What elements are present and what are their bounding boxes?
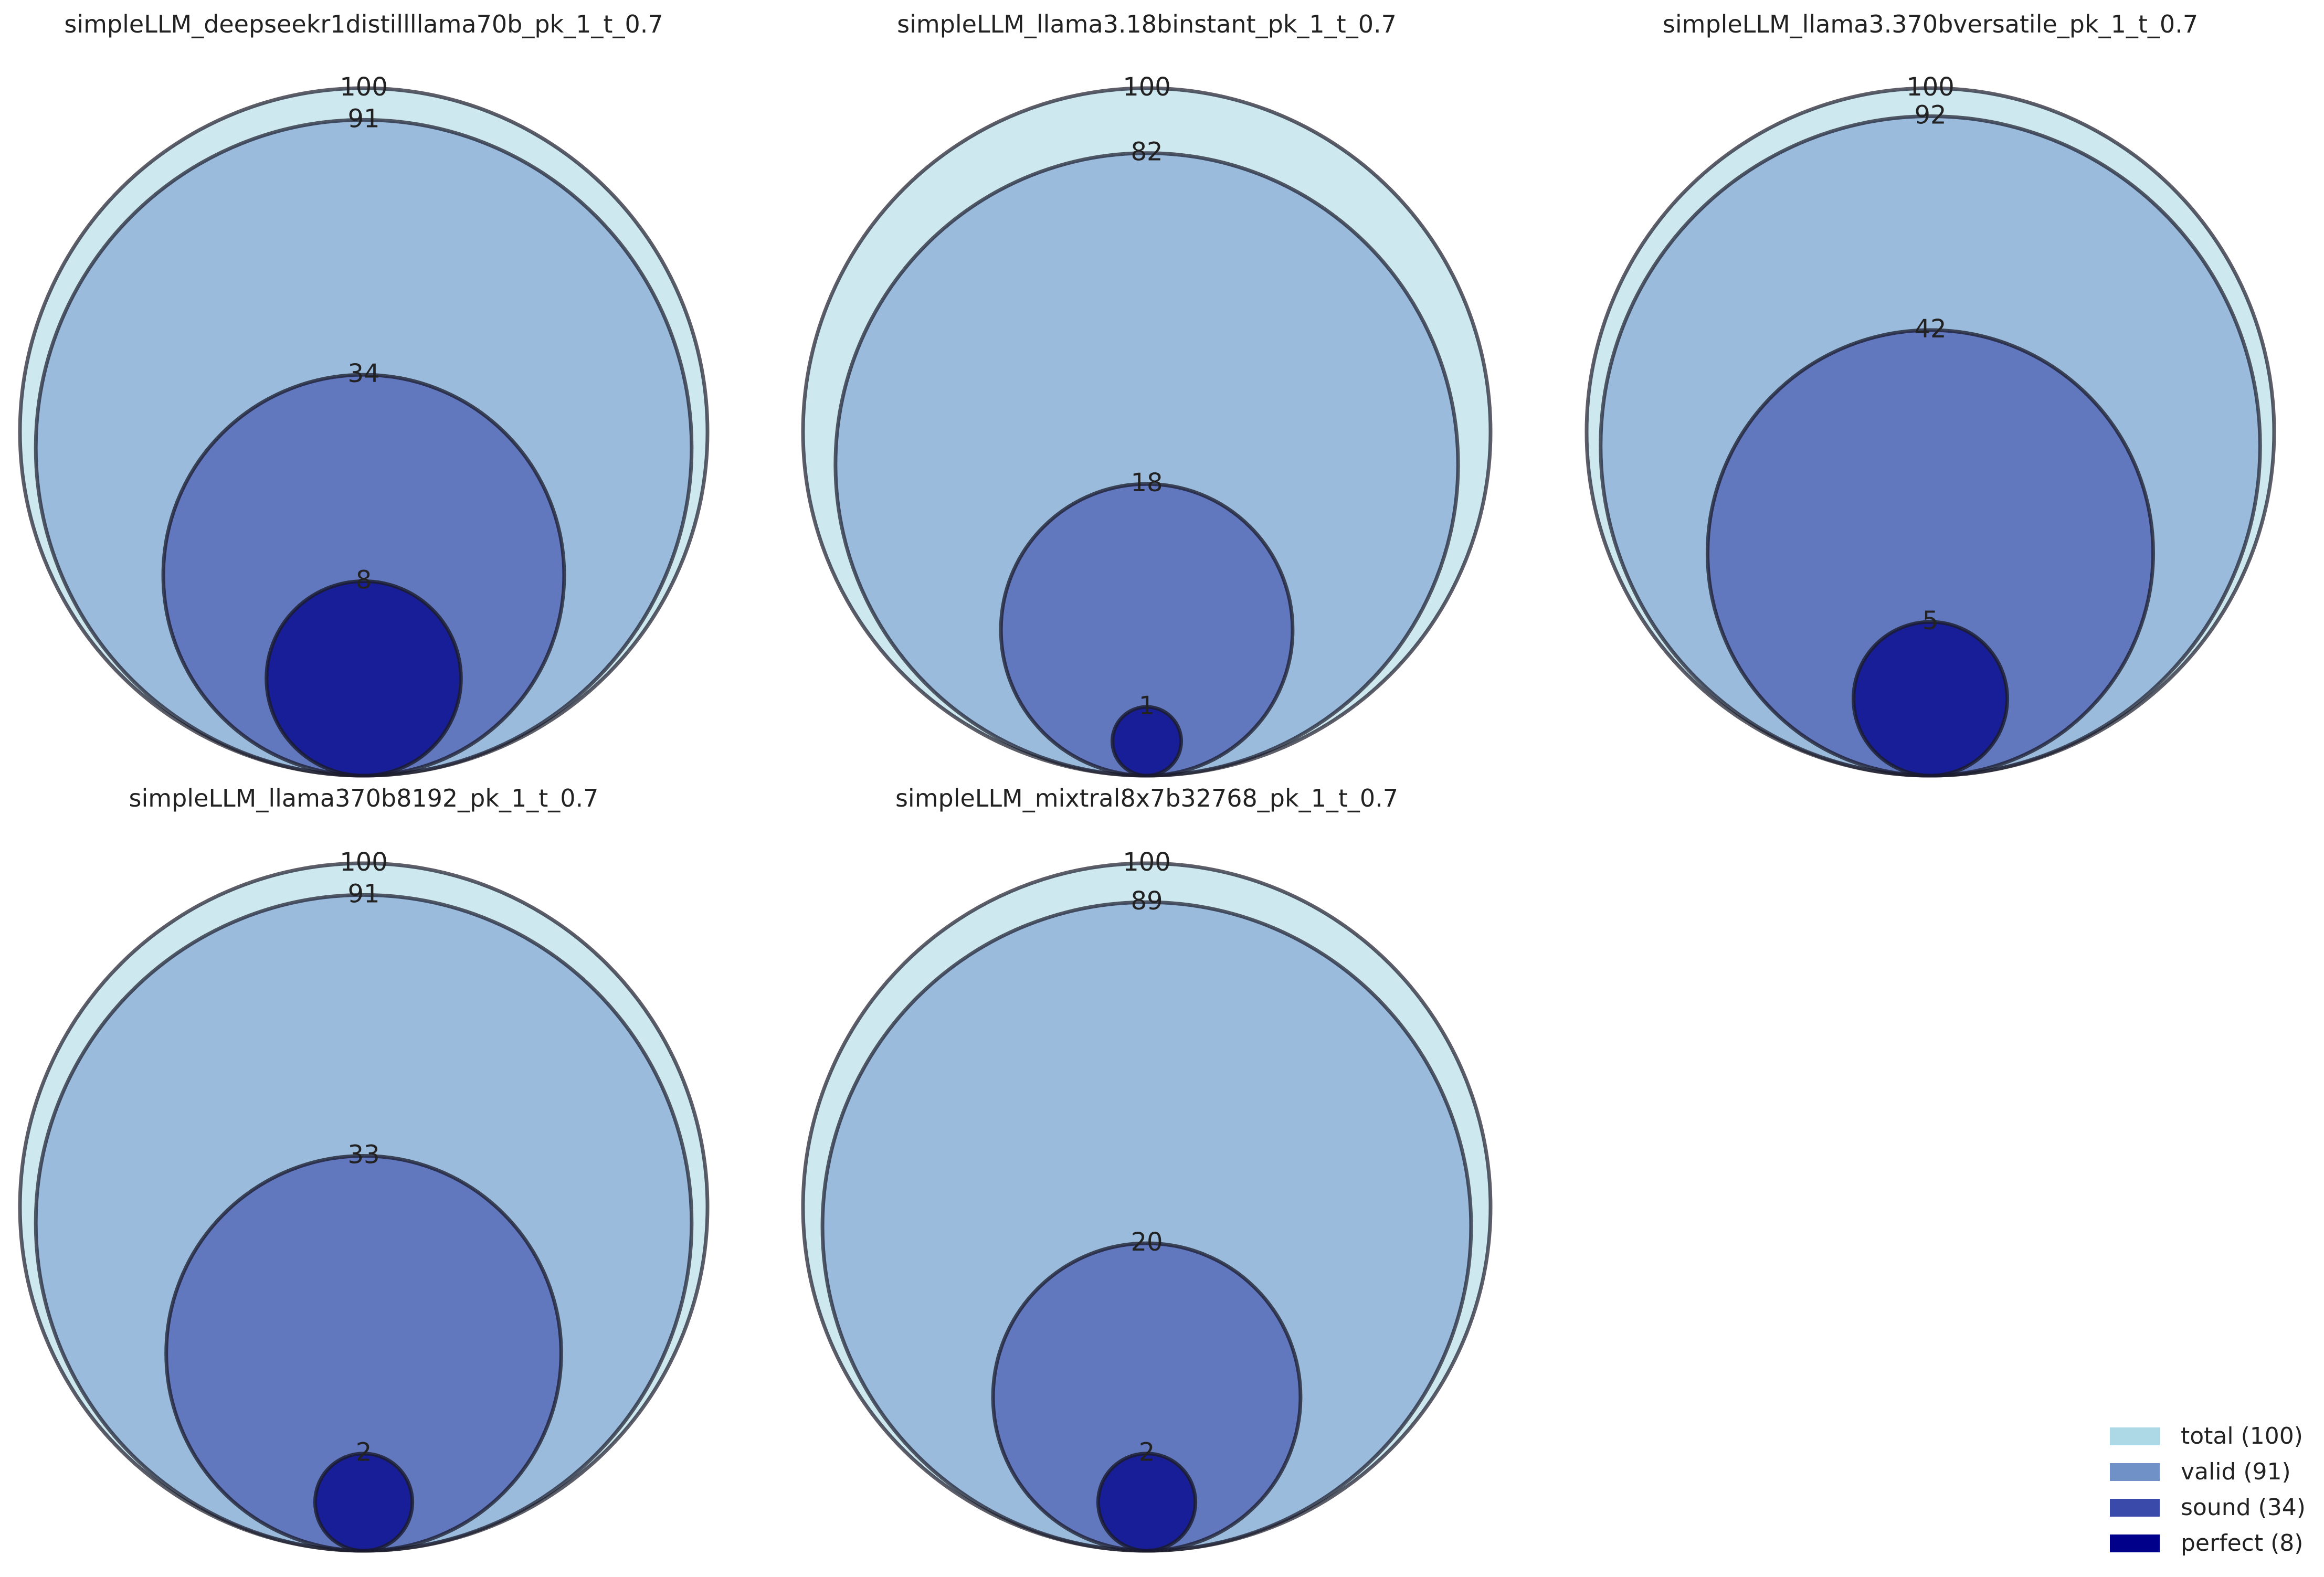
value-label-perfect: 5 bbox=[1922, 606, 1939, 636]
circle-perfect bbox=[1852, 620, 2009, 778]
panel-title: simpleLLM_llama3.18binstant_pk_1_t_0.7 bbox=[897, 10, 1397, 38]
value-label-sound: 20 bbox=[1131, 1227, 1163, 1257]
value-label-valid: 91 bbox=[347, 879, 379, 908]
panel-title: simpleLLM_llama3.370bversatile_pk_1_t_0.… bbox=[1663, 10, 2198, 38]
legend-label: sound (34) bbox=[2181, 1494, 2306, 1521]
value-label-total: 100 bbox=[1123, 72, 1171, 102]
circle-perfect bbox=[313, 1452, 415, 1553]
value-label-sound: 42 bbox=[1914, 314, 1946, 344]
value-label-sound: 34 bbox=[347, 359, 379, 388]
legend: total (100) valid (91) sound (34) perfect (… bbox=[2110, 1423, 2306, 1557]
legend-swatch bbox=[2110, 1463, 2160, 1481]
panel-title: simpleLLM_deepseekr1distillllama70b_pk_1… bbox=[64, 10, 663, 38]
value-label-perfect: 2 bbox=[1139, 1438, 1155, 1467]
panel-3: simpleLLM_llama3.370bversatile_pk_1_t_0.… bbox=[1584, 10, 2276, 778]
panel-title: simpleLLM_llama370b8192_pk_1_t_0.7 bbox=[129, 784, 599, 812]
circle-perfect bbox=[1096, 1452, 1198, 1553]
legend-item-1: total (100) bbox=[2110, 1423, 2303, 1449]
value-label-perfect: 1 bbox=[1139, 691, 1155, 721]
panel-1: simpleLLM_deepseekr1distillllama70b_pk_1… bbox=[18, 10, 710, 778]
value-label-valid: 82 bbox=[1131, 137, 1163, 167]
circle-perfect bbox=[265, 579, 463, 778]
value-label-perfect: 8 bbox=[356, 565, 372, 595]
legend-swatch bbox=[2110, 1427, 2160, 1445]
legend-label: perfect (8) bbox=[2181, 1530, 2303, 1557]
legend-swatch bbox=[2110, 1499, 2160, 1517]
panel-2: simpleLLM_llama3.18binstant_pk_1_t_0.7 10… bbox=[801, 10, 1493, 778]
panels: simpleLLM_deepseekr1distillllama70b_pk_1… bbox=[18, 10, 2276, 1553]
panel-title: simpleLLM_mixtral8x7b32768_pk_1_t_0.7 bbox=[895, 784, 1398, 812]
value-label-total: 100 bbox=[1906, 72, 1955, 102]
value-label-valid: 92 bbox=[1914, 100, 1946, 130]
legend-label: total (100) bbox=[2181, 1423, 2303, 1449]
value-label-valid: 91 bbox=[347, 104, 379, 133]
value-label-valid: 89 bbox=[1131, 886, 1163, 916]
legend-swatch bbox=[2110, 1534, 2160, 1552]
legend-item-2: valid (91) bbox=[2110, 1458, 2291, 1485]
value-label-total: 100 bbox=[340, 848, 388, 877]
value-label-perfect: 2 bbox=[356, 1438, 372, 1467]
legend-label: valid (91) bbox=[2181, 1458, 2291, 1485]
value-label-sound: 33 bbox=[347, 1140, 379, 1169]
value-label-sound: 18 bbox=[1131, 468, 1163, 498]
value-label-total: 100 bbox=[1123, 848, 1171, 877]
panel-5: simpleLLM_mixtral8x7b32768_pk_1_t_0.7 100… bbox=[801, 784, 1493, 1553]
circle-perfect bbox=[1111, 705, 1183, 778]
value-label-total: 100 bbox=[340, 72, 388, 102]
legend-item-3: sound (34) bbox=[2110, 1494, 2306, 1521]
legend-item-4: perfect (8) bbox=[2110, 1530, 2303, 1557]
